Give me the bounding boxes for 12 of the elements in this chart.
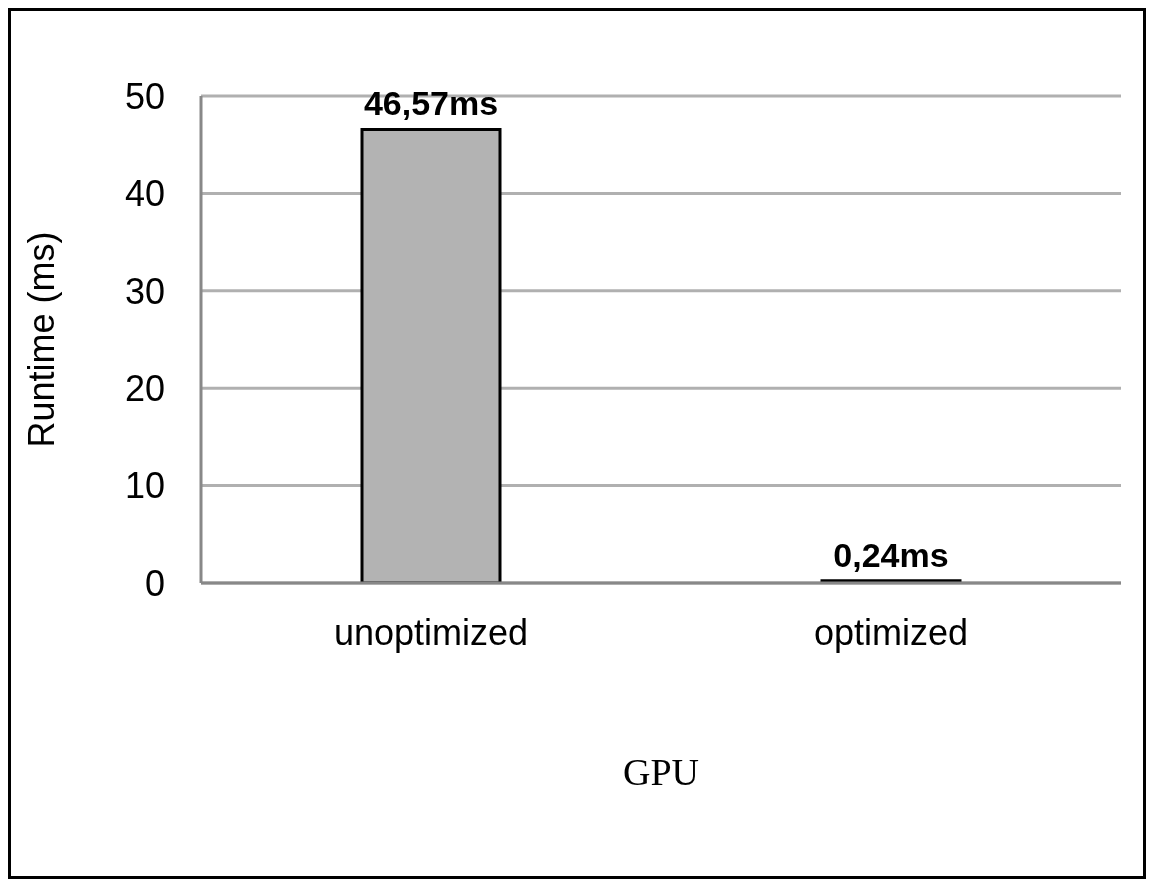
- y-tick-label: 40: [124, 173, 165, 215]
- y-tick-label: 10: [124, 465, 165, 507]
- x-axis-title: GPU: [622, 750, 700, 793]
- y-axis-title: Runtime (ms): [20, 231, 62, 448]
- y-tick-label: 0: [144, 562, 165, 604]
- y-tick-label: 20: [124, 367, 165, 409]
- data-label: 46,57ms: [363, 84, 499, 123]
- data-label: 0,24ms: [833, 535, 949, 574]
- x-tick-label: optimized: [813, 611, 969, 653]
- x-tick-label: unoptimized: [333, 611, 529, 653]
- y-tick-label: 30: [124, 270, 165, 312]
- y-tick-label: 50: [124, 75, 165, 117]
